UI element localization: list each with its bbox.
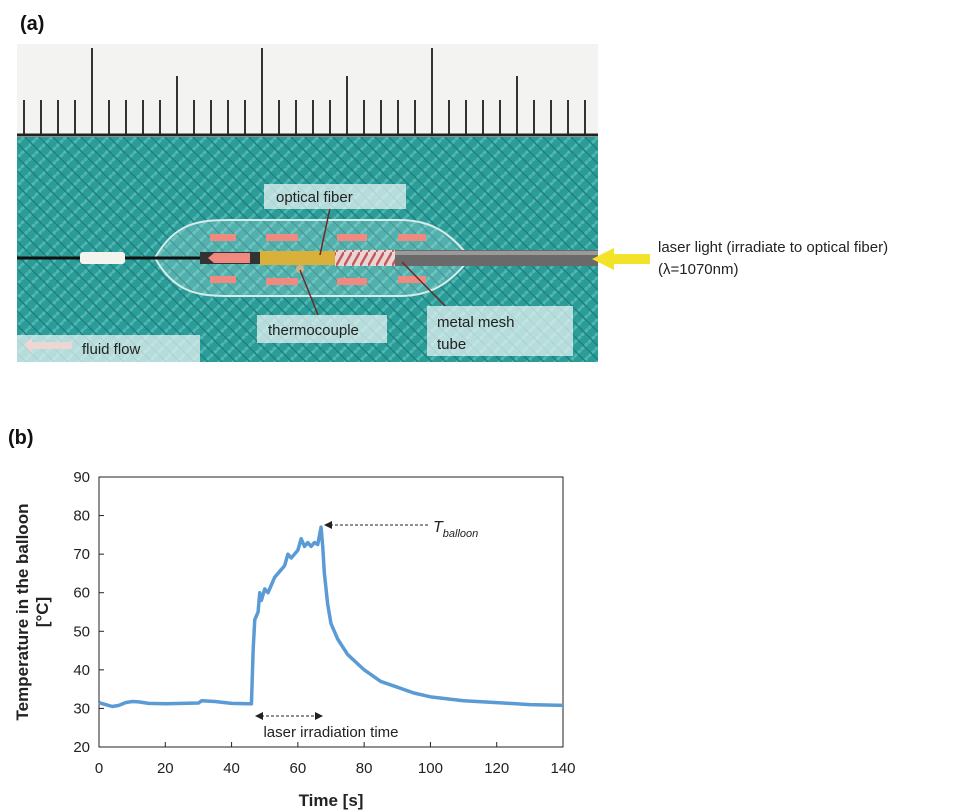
annotation: laser irradiation time [263,724,398,741]
annotation-symbol: T [433,519,444,536]
panel-label: (b) [8,427,34,449]
plot: 0 20 40 60 80 100 120 140 20 30 40 50 60 70 80 90 Time [… [13,469,576,810]
annotation: tube [437,336,466,353]
y-tick-label: 40 [73,662,90,679]
legend-label: fluid flow [82,341,141,358]
y-tick-label: 70 [73,546,90,563]
annotation-subscript: balloon [443,528,478,540]
x-tick-label: 20 [157,760,174,777]
x-axis-title: Time [s] [299,791,364,810]
data-line [98,525,564,709]
panel-label: (a) [20,13,44,35]
annotation: (λ=1070nm) [658,261,738,278]
y-tick-label: 80 [73,508,90,525]
x-tick-label: 120 [484,760,509,777]
y-axis-title: Temperature in the balloon [13,504,32,721]
y-tick-label: 30 [73,700,90,717]
x-tick-label: 0 [95,760,103,777]
photo: optical fiber thermocouple metal mesh tu… [17,44,598,362]
annotation: metal mesh [437,314,515,331]
x-tick-label: 60 [290,760,307,777]
annotation: optical fiber [276,189,353,206]
x-tick-label: 140 [550,760,575,777]
x-tick-label: 40 [223,760,240,777]
y-tick-label: 50 [73,623,90,640]
y-axis-title: [°C] [33,597,52,627]
annotation: thermocouple [268,322,359,339]
annotation: Tballoon [433,519,478,540]
plot-frame [98,476,564,748]
y-tick-label: 90 [73,469,90,486]
laser-arrow [592,248,650,270]
y-tick-label: 60 [73,585,90,602]
y-tick-label: 20 [73,739,90,756]
annotation: laser light (irradiate to optical fiber) [658,239,888,256]
x-tick-label: 80 [356,760,373,777]
x-tick-label: 100 [418,760,443,777]
